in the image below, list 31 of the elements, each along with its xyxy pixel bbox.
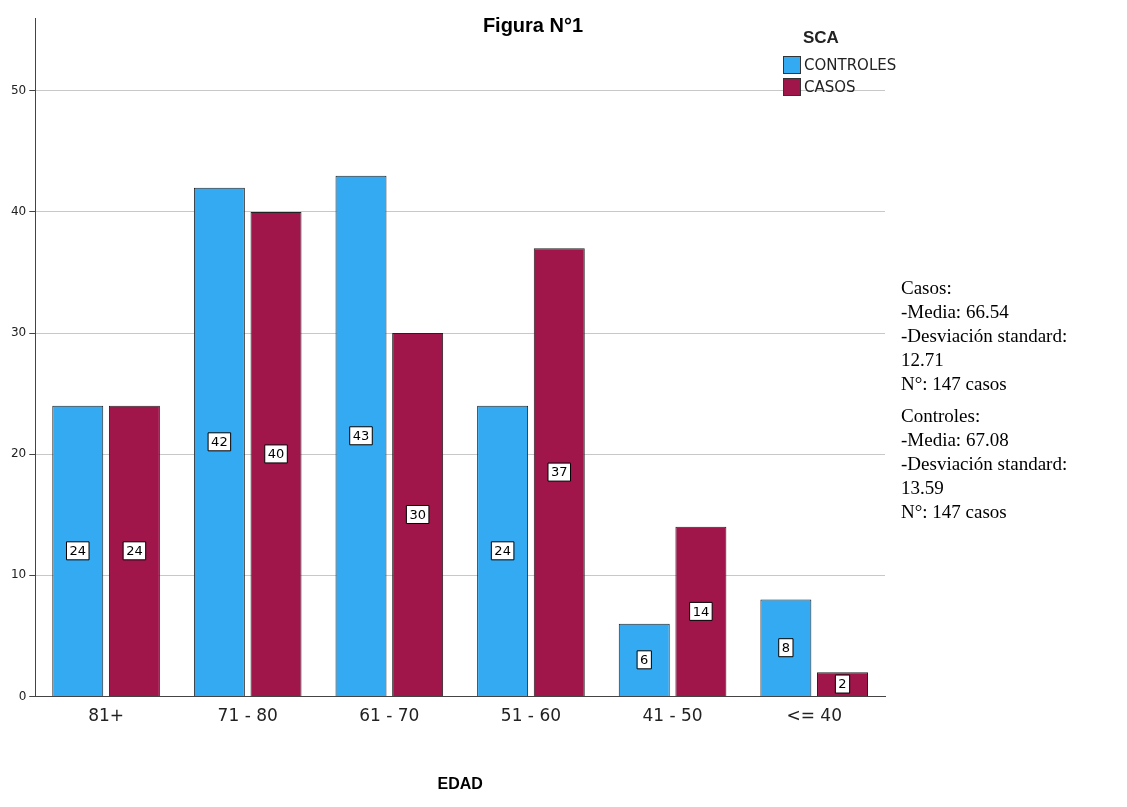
x-axis-title: EDAD [437, 774, 483, 792]
data-label: 6 [640, 652, 649, 668]
x-tick-label: <= 40 [786, 705, 842, 726]
y-tick-label: 10 [10, 567, 27, 582]
legend-label: CONTROLES [804, 56, 897, 74]
data-label: 43 [352, 428, 370, 444]
data-label: 24 [494, 543, 511, 559]
legend-label: CASOS [804, 78, 856, 96]
data-label: 24 [69, 543, 87, 559]
y-tick-label: 50 [10, 82, 27, 97]
y-tick-label: 20 [10, 446, 27, 461]
data-label: 8 [781, 640, 791, 656]
data-label: 37 [551, 464, 568, 480]
legend-title: SCA [803, 28, 840, 48]
text: Controles: -Media: 67.08 -Desviación standard: 13.59 N°: 147 casos [901, 404, 1069, 524]
data-label: 40 [267, 446, 285, 462]
x-tick-label: 61 - 70 [359, 705, 420, 726]
data-label: 30 [409, 506, 426, 522]
x-tick-label: 51 - 60 [500, 705, 562, 726]
data-label: 24 [126, 543, 143, 559]
text: Casos: -Media: 66.54 -Desviación standard: 12.71 N°: 147 casos [901, 276, 1069, 396]
chart-title: Figura N°1 [481, 14, 585, 37]
y-tick-label: 0 [18, 688, 27, 703]
y-tick-label: 30 [10, 325, 27, 340]
data-label: 2 [838, 676, 847, 692]
data-label: 14 [692, 603, 710, 619]
y-tick-label: 40 [10, 204, 27, 219]
x-tick-label: 71 - 80 [217, 705, 278, 726]
x-tick-label: 81+ [88, 705, 125, 726]
x-tick-label: 41 - 50 [642, 705, 703, 726]
data-label: 42 [211, 434, 228, 450]
